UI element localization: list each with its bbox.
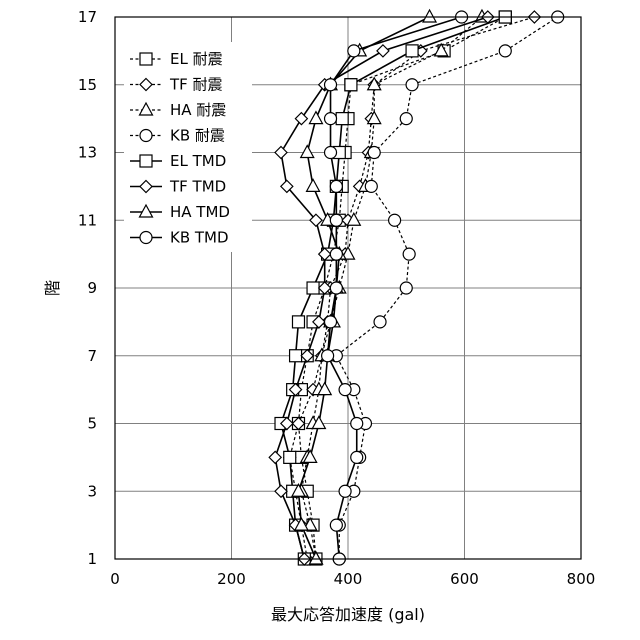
data-point [400,113,412,125]
y-tick-label: 3 [87,482,97,500]
data-point [403,248,415,260]
x-tick-label: 200 [217,570,246,588]
data-point [325,113,337,125]
x-axis-label: 最大応答加速度 (gal) [271,605,425,624]
legend-label: EL TMD [170,152,226,170]
data-point [330,214,342,226]
y-tick-label: 7 [87,347,97,365]
data-point [423,10,436,22]
x-tick-label: 600 [450,570,479,588]
data-point [330,282,342,294]
data-point [290,350,302,362]
data-point [301,146,314,158]
legend-marker [140,155,152,167]
data-point [307,282,319,294]
data-point [330,248,342,260]
data-point [406,45,418,57]
y-axis-label: 階 [43,280,62,296]
legend-item: EL 耐震 [130,50,223,68]
legend-marker [140,232,152,244]
y-tick-label: 5 [87,415,97,433]
data-point [377,45,389,57]
data-point [322,350,334,362]
legend-item: KB TMD [130,229,229,247]
data-point [325,316,337,328]
data-point [284,451,296,463]
data-point [309,112,322,124]
data-point [374,316,386,328]
data-point [406,79,418,91]
data-point [330,519,342,531]
y-tick-label: 13 [78,144,97,162]
data-point [275,147,287,159]
data-point [325,79,337,91]
legend-marker [140,130,152,142]
data-point [339,384,351,396]
legend-label: TF 耐震 [169,76,223,94]
y-tick-label: 1 [87,550,97,568]
data-point [400,282,412,294]
data-point [295,113,307,125]
data-point [307,179,320,191]
legend: EL 耐震 TF 耐震 HA 耐震 KB 耐震 EL TMD TF TMD HA TMD KB… [124,42,252,252]
y-tick-label: 15 [78,76,97,94]
y-tick-label: 17 [78,8,97,26]
legend-marker [140,53,152,65]
legend-item: EL TMD [130,152,226,170]
data-point [325,147,337,159]
data-point [499,45,511,57]
legend-label: HA TMD [170,203,230,221]
data-point [292,316,304,328]
y-tick-label: 11 [78,211,97,229]
data-point [330,180,342,192]
data-point [351,418,363,430]
data-point [389,214,401,226]
data-point [275,485,287,497]
x-tick-label: 0 [110,570,120,588]
legend-label: HA 耐震 [170,101,226,119]
legend-label: EL 耐震 [170,50,223,68]
data-point [351,451,363,463]
y-tick-label: 9 [87,279,97,297]
data-point [269,451,281,463]
legend-label: KB TMD [170,229,229,247]
legend-label: TF TMD [169,178,226,196]
data-point [336,113,348,125]
x-tick-label: 800 [567,570,596,588]
data-point [368,147,380,159]
data-point [339,485,351,497]
data-point [365,180,377,192]
data-point [345,79,357,91]
legend-label: KB 耐震 [170,127,225,145]
legend-item: KB 耐震 [130,127,225,145]
x-tick-label: 400 [334,570,363,588]
data-point [348,45,360,57]
